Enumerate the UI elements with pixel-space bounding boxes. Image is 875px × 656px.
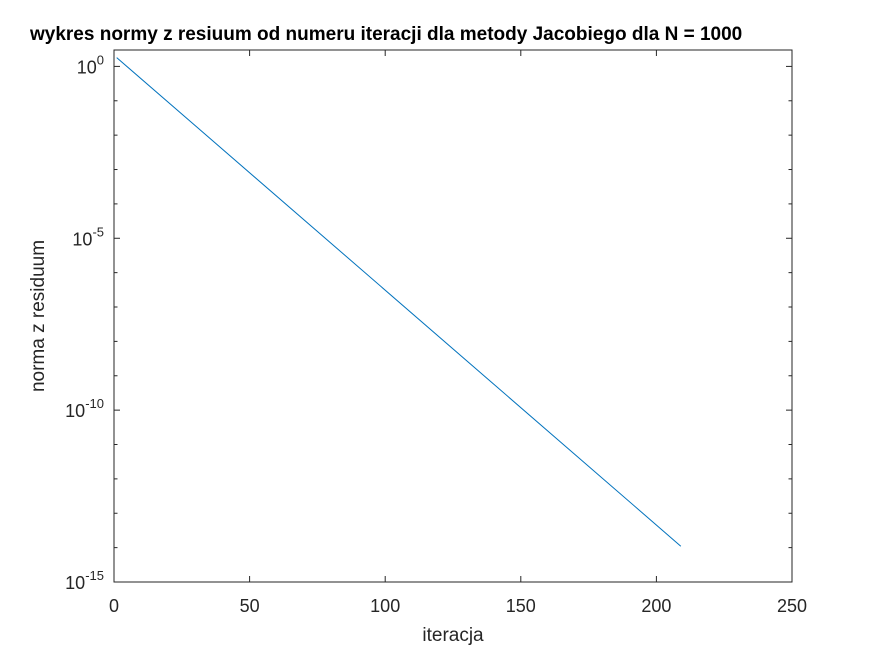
y-tick-base: 10: [72, 229, 92, 249]
y-axis-label: norma z residuum: [28, 240, 49, 392]
series-layer: [116, 57, 682, 547]
x-tick-label: 50: [240, 596, 260, 616]
x-axis-label: iteracja: [422, 625, 484, 646]
axes-box: [113, 49, 793, 583]
y-tick-exponent: 0: [97, 52, 104, 67]
residual-norm-line: [116, 57, 682, 547]
x-tick-label: 150: [506, 596, 536, 616]
y-tick-base: 10: [65, 401, 85, 421]
y-tick-exponent: -10: [85, 396, 104, 411]
y-tick-base: 10: [65, 573, 85, 593]
minor-ticks: [114, 100, 792, 549]
y-tick-label: 10-15: [65, 568, 104, 593]
x-tick-label: 100: [370, 596, 400, 616]
x-tick-labels: 0 50 100 150 200 250: [109, 596, 807, 616]
y-tick-exponent: -15: [85, 568, 104, 583]
x-tick-label: 250: [777, 596, 807, 616]
plot-area: [114, 50, 792, 582]
y-tick-base: 10: [77, 57, 97, 77]
y-tick-label: 10-5: [72, 224, 104, 249]
x-tick-label: 0: [109, 596, 119, 616]
chart-title: wykres normy z resiuum od numeru iteracj…: [29, 24, 742, 45]
y-tick-label: 10-10: [65, 396, 104, 421]
x-tick-label: 200: [641, 596, 671, 616]
y-tick-label: 100: [77, 52, 104, 77]
y-tick-exponent: -5: [92, 224, 104, 239]
